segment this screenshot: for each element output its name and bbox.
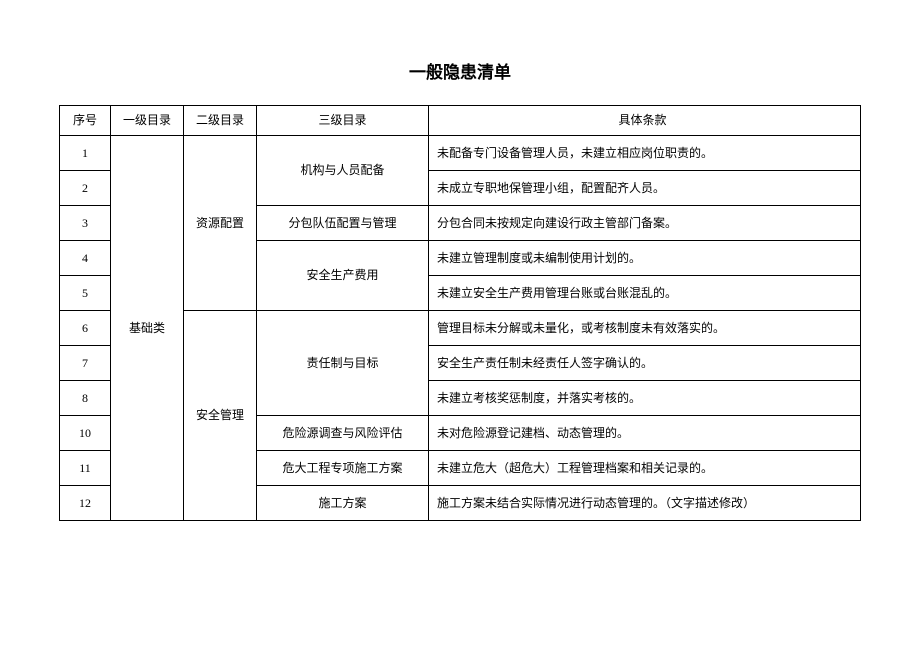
- cell-level2-b: 安全管理: [184, 311, 257, 521]
- cell-level1: 基础类: [111, 136, 184, 521]
- cell-seq: 5: [60, 276, 111, 311]
- cell-seq: 6: [60, 311, 111, 346]
- cell-detail: 未建立安全生产费用管理台账或台账混乱的。: [429, 276, 861, 311]
- cell-detail: 安全生产责任制未经责任人签字确认的。: [429, 346, 861, 381]
- col-header-seq: 序号: [60, 106, 111, 136]
- cell-detail: 未建立考核奖惩制度，并落实考核的。: [429, 381, 861, 416]
- table-row: 1 基础类 资源配置 机构与人员配备 未配备专门设备管理人员，未建立相应岗位职责…: [60, 136, 861, 171]
- cell-seq: 7: [60, 346, 111, 381]
- col-header-level3: 三级目录: [257, 106, 429, 136]
- cell-detail: 未成立专职地保管理小组，配置配齐人员。: [429, 171, 861, 206]
- col-header-level2: 二级目录: [184, 106, 257, 136]
- cell-detail: 未配备专门设备管理人员，未建立相应岗位职责的。: [429, 136, 861, 171]
- cell-seq: 4: [60, 241, 111, 276]
- cell-level3-c: 安全生产费用: [257, 241, 429, 311]
- cell-level3-a: 机构与人员配备: [257, 136, 429, 206]
- col-header-detail: 具体条款: [429, 106, 861, 136]
- cell-level2-a: 资源配置: [184, 136, 257, 311]
- cell-seq: 8: [60, 381, 111, 416]
- cell-level3-b: 分包队伍配置与管理: [257, 206, 429, 241]
- cell-seq: 1: [60, 136, 111, 171]
- cell-seq: 12: [60, 486, 111, 521]
- cell-detail: 分包合同未按规定向建设行政主管部门备案。: [429, 206, 861, 241]
- table-header-row: 序号 一级目录 二级目录 三级目录 具体条款: [60, 106, 861, 136]
- cell-level3-d: 责任制与目标: [257, 311, 429, 416]
- col-header-level1: 一级目录: [111, 106, 184, 136]
- cell-detail: 未建立危大（超危大）工程管理档案和相关记录的。: [429, 451, 861, 486]
- cell-level3-e: 危险源调查与风险评估: [257, 416, 429, 451]
- cell-seq: 3: [60, 206, 111, 241]
- cell-detail: 未对危险源登记建档、动态管理的。: [429, 416, 861, 451]
- cell-detail: 管理目标未分解或未量化，或考核制度未有效落实的。: [429, 311, 861, 346]
- cell-detail: 未建立管理制度或未编制使用计划的。: [429, 241, 861, 276]
- cell-seq: 2: [60, 171, 111, 206]
- hazard-table: 序号 一级目录 二级目录 三级目录 具体条款 1 基础类 资源配置 机构与人员配…: [59, 105, 861, 521]
- cell-level3-f: 危大工程专项施工方案: [257, 451, 429, 486]
- page-container: 一般隐患清单 序号 一级目录 二级目录 三级目录 具体条款 1 基础类 资源配置…: [0, 0, 920, 651]
- cell-seq: 10: [60, 416, 111, 451]
- cell-seq: 11: [60, 451, 111, 486]
- page-title: 一般隐患清单: [0, 58, 920, 83]
- cell-level3-g: 施工方案: [257, 486, 429, 521]
- cell-detail: 施工方案未结合实际情况进行动态管理的。（文字描述修改）: [429, 486, 861, 521]
